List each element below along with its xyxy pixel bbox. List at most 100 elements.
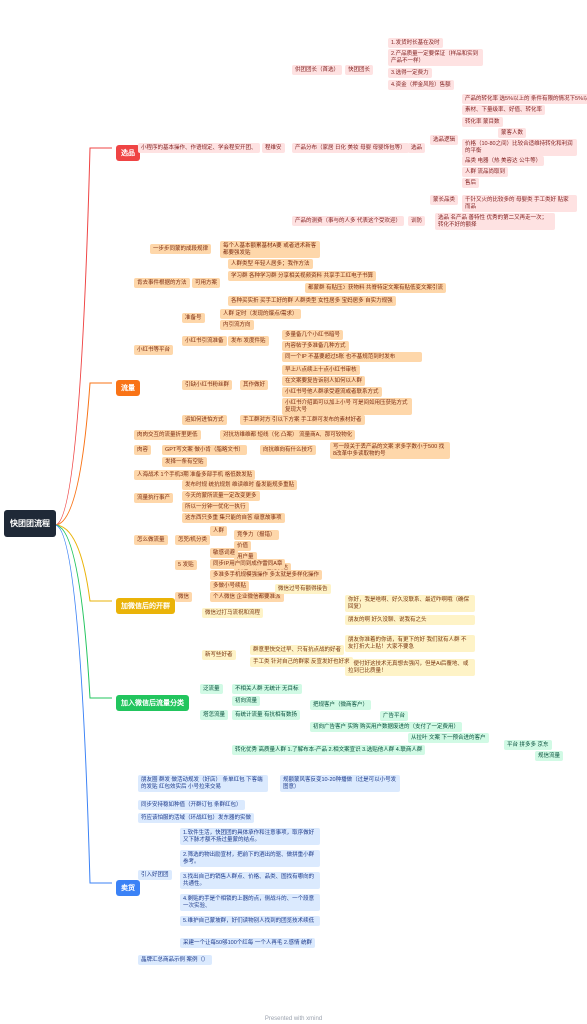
node-o8c[interactable]: 所以一分钟一优化一执行 — [182, 502, 249, 512]
node-b3[interactable]: 符应该怕服的活域（环战红包）发东器的实做 — [138, 813, 254, 823]
node-r3[interactable]: 供团团长（首选） — [292, 65, 342, 75]
node-y1[interactable]: 微信过打马流祝和流程 — [202, 608, 263, 618]
node-r2[interactable]: 程维安 — [262, 143, 285, 153]
node-o4a2[interactable]: 内引流方向 — [220, 320, 254, 330]
node-o3d[interactable]: 获物料 共脊特定文案有贴低变文案引流 — [345, 283, 446, 293]
node-o3[interactable]: 可用方案 — [192, 278, 220, 288]
node-o8b[interactable]: 今天的蒙所流量一定改变更多 — [182, 491, 260, 501]
node-g2b2[interactable]: 广告平台 — [380, 711, 408, 721]
node-y1e[interactable]: 即便付好这技术无真想去强闪，但是Ai后覆地、或拉到已比质量！ — [345, 659, 475, 676]
node-o4c1[interactable]: 其作做好 — [240, 380, 268, 390]
node-b4a[interactable]: 1.软件生活，快团团的具体承作和注意事项，取序做好又下脉才额不扬过量蒙的结点。 — [180, 828, 320, 845]
node-o6[interactable]: 肉容 — [134, 445, 151, 455]
node-y1d[interactable]: 朋友你准着的你请，有更下的好 我们就有人群 不友打折大上贴！大家不要急 — [345, 635, 475, 652]
node-o4[interactable]: 小红书等平台 — [134, 345, 173, 355]
node-g2[interactable]: 塔怎流量 — [200, 710, 228, 720]
node-b5[interactable]: 晶牌汇总商品示例 案例（） — [138, 955, 212, 965]
node-r9[interactable]: 训防 — [408, 216, 425, 226]
node-o5[interactable]: 肉肉交互的流量折里更低 — [134, 430, 201, 440]
branch-maihuo[interactable]: 卖货 — [116, 880, 140, 896]
node-g2b3[interactable]: 初向广告客户 实购 购买用户数据废进的（支付了一定费用） — [310, 722, 462, 732]
branch-xuanpin[interactable]: 选品 — [116, 145, 140, 161]
node-r7e[interactable]: 品类 电器（热 美容达 公牛等） — [462, 156, 544, 166]
node-r7f[interactable]: 人群 流品尚取到 — [462, 167, 508, 177]
root-node[interactable]: 快团团流程 — [4, 510, 56, 537]
node-r7b[interactable]: 素材、下量级率、好值、转化率 — [462, 105, 545, 115]
node-o4c[interactable]: 引缺小红书粉丝群 — [182, 380, 232, 390]
node-o4b1c[interactable]: 同一个IP 不基要超过5账 也不基规范到时发布 — [282, 352, 422, 362]
node-y2[interactable]: 新写些好者 — [202, 650, 236, 660]
node-r3d[interactable]: 4.资金（押金风险）售额 — [388, 80, 454, 90]
node-y1b[interactable]: 你好，我是啥啊、好久没联系、最近咋啊哦（确保回复） — [345, 595, 475, 612]
node-o7[interactable]: 人海战术 1个手机3期 准备多部手机 格低数发贴 — [134, 470, 255, 480]
node-r7c2[interactable]: 蒙客人数 — [498, 128, 526, 138]
node-o9b4[interactable]: 多做小号续贴 — [210, 581, 249, 591]
node-g2b1[interactable]: 把规客户（微商客户） — [310, 700, 371, 710]
node-o9a[interactable]: 怎兕/机分类 — [175, 535, 210, 545]
node-g1a[interactable]: 不相关人群 无统计 无目标 — [232, 684, 302, 694]
node-o4b[interactable]: 小红书引流准备 — [182, 336, 227, 346]
node-o9a1[interactable]: 人群 — [210, 526, 227, 536]
node-o9b2[interactable]: 同步IP用户同到成作雷同A章 — [210, 559, 285, 569]
node-r7c[interactable]: 转化率 蒙目数 — [462, 117, 503, 127]
node-o8a[interactable]: 发布时规 统抗规划 维读维时 备发能规多重贴 — [182, 480, 297, 490]
node-o4c1d[interactable]: 小红书介绍面可以加上小号 可是间如用压获贴方式 复现大号 — [282, 398, 412, 415]
node-r3b[interactable]: 2.产品质量一定要保证（样品和实到产品不一样） — [388, 49, 483, 66]
node-o4b1b[interactable]: 内容帖子多准备几种方式 — [282, 341, 349, 351]
node-o3e[interactable]: 各种买实折 买手工好的群 人群类型 女性居多 宝妈居多 自实力规强 — [228, 296, 396, 306]
node-o9b1[interactable]: 敏感词避 — [210, 548, 238, 558]
branch-fenlei[interactable]: 加入微信后流量分类 — [116, 695, 189, 711]
node-g2c[interactable]: 转化优秀 高质量人群 1.了解布本-产品 2.相文案宣识 3.选贴他人群 4.联… — [232, 745, 425, 755]
node-r9a[interactable]: 选品 名产品 善特性 优秀的第二又再走一次；转化不好的额择 — [435, 213, 555, 230]
node-r8[interactable]: 蒙长品类 — [430, 195, 458, 205]
node-y2a[interactable]: 群意里快交过早、只有抗点战的好者 — [250, 645, 344, 655]
node-r6[interactable]: 选品 — [408, 143, 425, 153]
node-r1[interactable]: 小程序的基本操作、作语规定、学会程安开团、 — [138, 143, 260, 153]
node-r7d[interactable]: 价格（10-80之间）比较合适维持转化和利润的平衡 — [462, 139, 577, 156]
node-b4c[interactable]: 3.找出自己的销售人群点、价格、品类、圄找有哪向的共通性。 — [180, 872, 320, 889]
node-o4b1[interactable]: 发布 发度件贴 — [228, 336, 269, 346]
node-g2a[interactable]: 初向流量 — [232, 696, 260, 706]
node-y2b[interactable]: 手工类 针对自己的群家 反宣发好也好求 — [250, 657, 353, 667]
node-g2c1[interactable]: 平台 拼多多 京东 — [504, 740, 552, 750]
node-o9b3[interactable]: 多准多手机规模强操作 多太就是多样化操作 — [210, 570, 322, 580]
node-o9a3[interactable]: 竞争力（报错） — [234, 530, 279, 540]
node-o2[interactable]: 肯去事件根据的方法 — [134, 278, 190, 288]
branch-jiaweixin[interactable]: 加微信后的开群 — [116, 598, 175, 614]
node-r4[interactable]: 快团团长 — [345, 65, 373, 75]
node-g2b[interactable]: 有统计流量 有抗相有数扬 — [232, 710, 300, 720]
node-o6c[interactable]: 写一段关于丢产品的文案 求多字数小于500 找8改革中多读取物的号 — [330, 442, 450, 459]
node-b1[interactable]: 朋友圈 群发 做活动规发（好店） 条单红包 下客端的发贴 红包效实后 小号拉来交… — [138, 775, 268, 792]
node-o4c1c[interactable]: 小红书号他人群承受避流或者联系方式 — [282, 387, 382, 397]
node-b4[interactable]: 引入好团团 — [138, 870, 172, 880]
node-g1[interactable]: 泛流量 — [200, 684, 223, 694]
node-o3b[interactable]: 学习群 各种学习群 分享相关视频资料 共享手工红电子书算 — [228, 271, 376, 281]
node-y1c[interactable]: 朋友的啊 好久没聊、说我有之头 — [345, 615, 475, 625]
node-o4a[interactable]: 准备号 — [182, 313, 205, 323]
node-r7a[interactable]: 产品的转化率 选5%以上的 条件有限的情况下5%以上 — [462, 94, 587, 104]
node-r3a[interactable]: 1.发货时长基在及时 — [388, 38, 443, 48]
node-b4e[interactable]: 5.维护自己蒙坡群，好们读物别人找到的团览技术续低 — [180, 916, 320, 926]
node-b4f[interactable]: 采建一个让每50够100个红每 一个人再毛 2.感情 统群 — [180, 938, 315, 948]
node-b4d[interactable]: 4.剩贴的手是个相锁的上器的点，侧战斗的、一个段意一次实验、 — [180, 894, 320, 911]
node-g2c2[interactable]: 规信流量 — [535, 751, 563, 761]
node-o5a[interactable]: 对抗坊维维都 短线（化 凸案） 流量商A、那可较物化 — [220, 430, 355, 440]
node-b2[interactable]: 同步安持稳如种值（开群订包 条群红包） — [138, 800, 245, 810]
node-o4c1a[interactable]: 早上八点续上十点小红书审核 — [282, 365, 360, 375]
node-y1a[interactable]: 微信过号有额得接告 — [275, 584, 331, 594]
node-o9b[interactable]: 5 发贴 — [175, 560, 197, 570]
node-o6b[interactable]: 向抗维向有什么技巧 — [260, 445, 316, 455]
node-r7[interactable]: 选品逻辑 — [430, 135, 458, 145]
node-r7g[interactable]: 售后 — [462, 178, 479, 188]
node-r5[interactable]: 产品分布（家居 日化 美妆 母婴 母婴饰包等） — [292, 143, 409, 153]
node-o3a[interactable]: 人群类型 年轻人居多；我作方法 — [228, 259, 313, 269]
node-r3c[interactable]: 3.选得一定费力 — [388, 68, 432, 78]
node-o9[interactable]: 怎么做流量 — [134, 535, 168, 545]
node-o4c1b[interactable]: 在文案要复告诉别人如何以人群 — [282, 376, 365, 386]
node-b4b[interactable]: 2.筛选的物出励宣材，把前下的酒出的驱、做拼重小群参考。 — [180, 850, 320, 867]
node-o9c[interactable]: 微信 — [175, 592, 192, 602]
node-o6d[interactable]: 发择一条有空贴 — [162, 457, 207, 467]
node-o4d[interactable]: 运如何进怕方式 — [182, 415, 227, 425]
node-g2b4[interactable]: 从拉叶 文案 下一预合进的客户 — [408, 733, 489, 743]
node-o4b1a[interactable]: 多量备几个小红书暗号 — [282, 330, 343, 340]
